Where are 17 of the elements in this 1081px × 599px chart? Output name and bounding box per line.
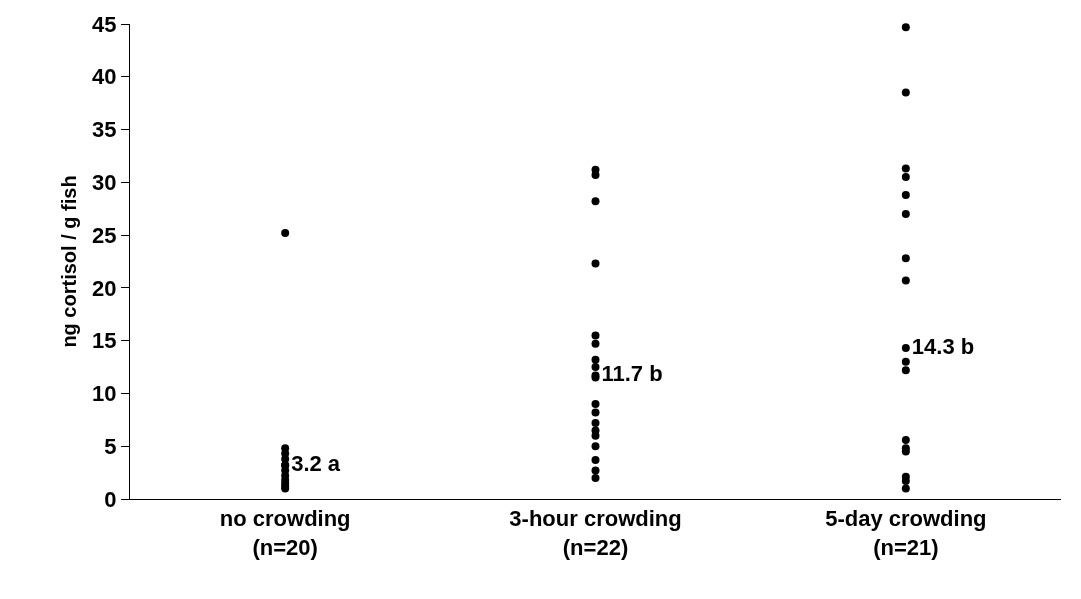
x-tick-label: no crowding (n=20) bbox=[219, 506, 351, 560]
y-tick-label: 30 bbox=[92, 170, 117, 196]
y-tick-label: 35 bbox=[92, 117, 117, 143]
x-tick-label: 5-day crowding (n=21) bbox=[825, 506, 987, 560]
y-tick-label: 40 bbox=[92, 64, 117, 90]
y-tick-label: 0 bbox=[104, 486, 117, 512]
y-tick-label: 5 bbox=[104, 433, 117, 459]
data-label: 3.2 a bbox=[291, 450, 341, 476]
y-tick-label: 10 bbox=[92, 381, 117, 407]
y-tick-label: 25 bbox=[92, 222, 117, 248]
y-tick-label: 20 bbox=[92, 275, 117, 301]
data-label: 11.7 b bbox=[601, 361, 663, 386]
y-axis-title: ng cortisol / g fish bbox=[57, 175, 80, 348]
y-tick-label: 15 bbox=[92, 328, 117, 354]
x-tick-label: 3-hour crowding (n=22) bbox=[509, 506, 682, 560]
y-tick-label: 45 bbox=[92, 11, 117, 37]
data-label: 14.3 b bbox=[911, 333, 975, 359]
